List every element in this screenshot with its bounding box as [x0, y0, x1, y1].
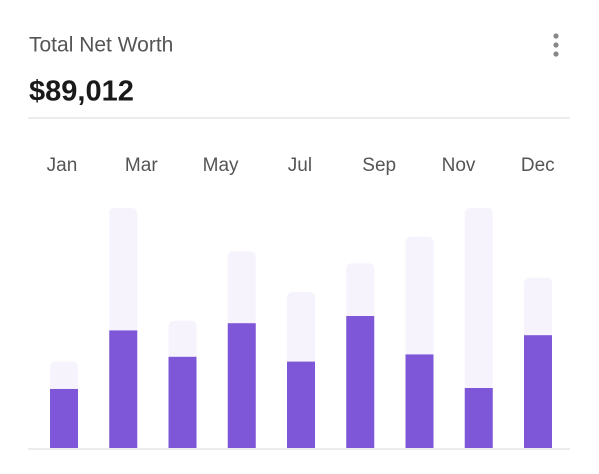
- bar: [168, 356, 197, 448]
- x-label: Sep: [362, 155, 396, 176]
- x-label: Jan: [47, 155, 78, 176]
- x-label: Jul: [288, 155, 312, 176]
- x-label: Dec: [521, 155, 555, 176]
- bar: [405, 354, 434, 448]
- bar: [227, 323, 256, 448]
- menu-dot: [553, 42, 559, 48]
- more-menu[interactable]: [553, 33, 559, 57]
- x-label: May: [203, 155, 239, 176]
- card-title: Total Net Worth: [29, 34, 173, 57]
- x-label: Nov: [442, 155, 476, 176]
- bar: [524, 335, 552, 448]
- bar: [109, 330, 138, 448]
- net-worth-value: $89,012: [29, 76, 134, 108]
- bar: [50, 388, 78, 448]
- bar: [346, 316, 375, 448]
- x-label: Mar: [125, 155, 158, 176]
- bar: [464, 388, 493, 448]
- menu-dot: [553, 51, 559, 57]
- bar: [287, 361, 315, 448]
- menu-dot: [553, 33, 559, 39]
